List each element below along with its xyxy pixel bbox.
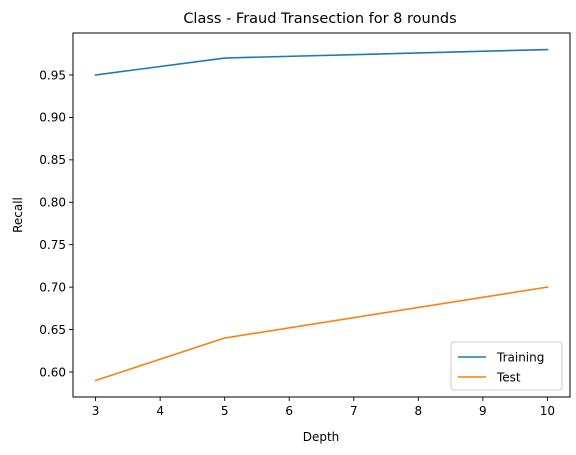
x-tick-label: 8 — [414, 404, 422, 418]
series-line-test — [94, 286, 549, 382]
x-tick-label: 3 — [92, 404, 100, 418]
y-axis-label: Recall — [11, 197, 25, 233]
x-tick-label: 10 — [540, 404, 555, 418]
y-tick-label: 0.95 — [39, 68, 66, 82]
y-tick-label: 0.80 — [39, 196, 66, 210]
y-tick-label: 0.60 — [39, 365, 66, 379]
x-axis-ticks: 3 4 5 6 7 8 9 10 — [92, 397, 555, 418]
plot-lines — [94, 48, 549, 382]
legend-box — [450, 341, 563, 391]
y-axis-ticks: 0.60 0.65 0.70 0.75 0.80 0.85 0.90 0.95 — [39, 68, 73, 379]
y-tick-label: 0.85 — [39, 153, 66, 167]
y-tick-label: 0.65 — [39, 323, 66, 337]
y-tick-label: 0.75 — [39, 238, 66, 252]
y-tick-label: 0.90 — [39, 111, 66, 125]
x-tick-label: 4 — [156, 404, 164, 418]
x-tick-label: 5 — [221, 404, 229, 418]
legend: Training Test — [450, 341, 563, 391]
legend-label-training: Training — [496, 350, 544, 364]
chart-title: Class - Fraud Transection for 8 rounds — [183, 11, 456, 27]
series-line-training — [94, 48, 549, 76]
x-tick-label: 7 — [350, 404, 358, 418]
x-tick-label: 9 — [479, 404, 487, 418]
plot-frame — [72, 32, 571, 398]
x-axis-label: Depth — [303, 430, 340, 444]
x-tick-label: 6 — [285, 404, 293, 418]
legend-label-test: Test — [496, 370, 521, 384]
y-tick-label: 0.70 — [39, 280, 66, 294]
